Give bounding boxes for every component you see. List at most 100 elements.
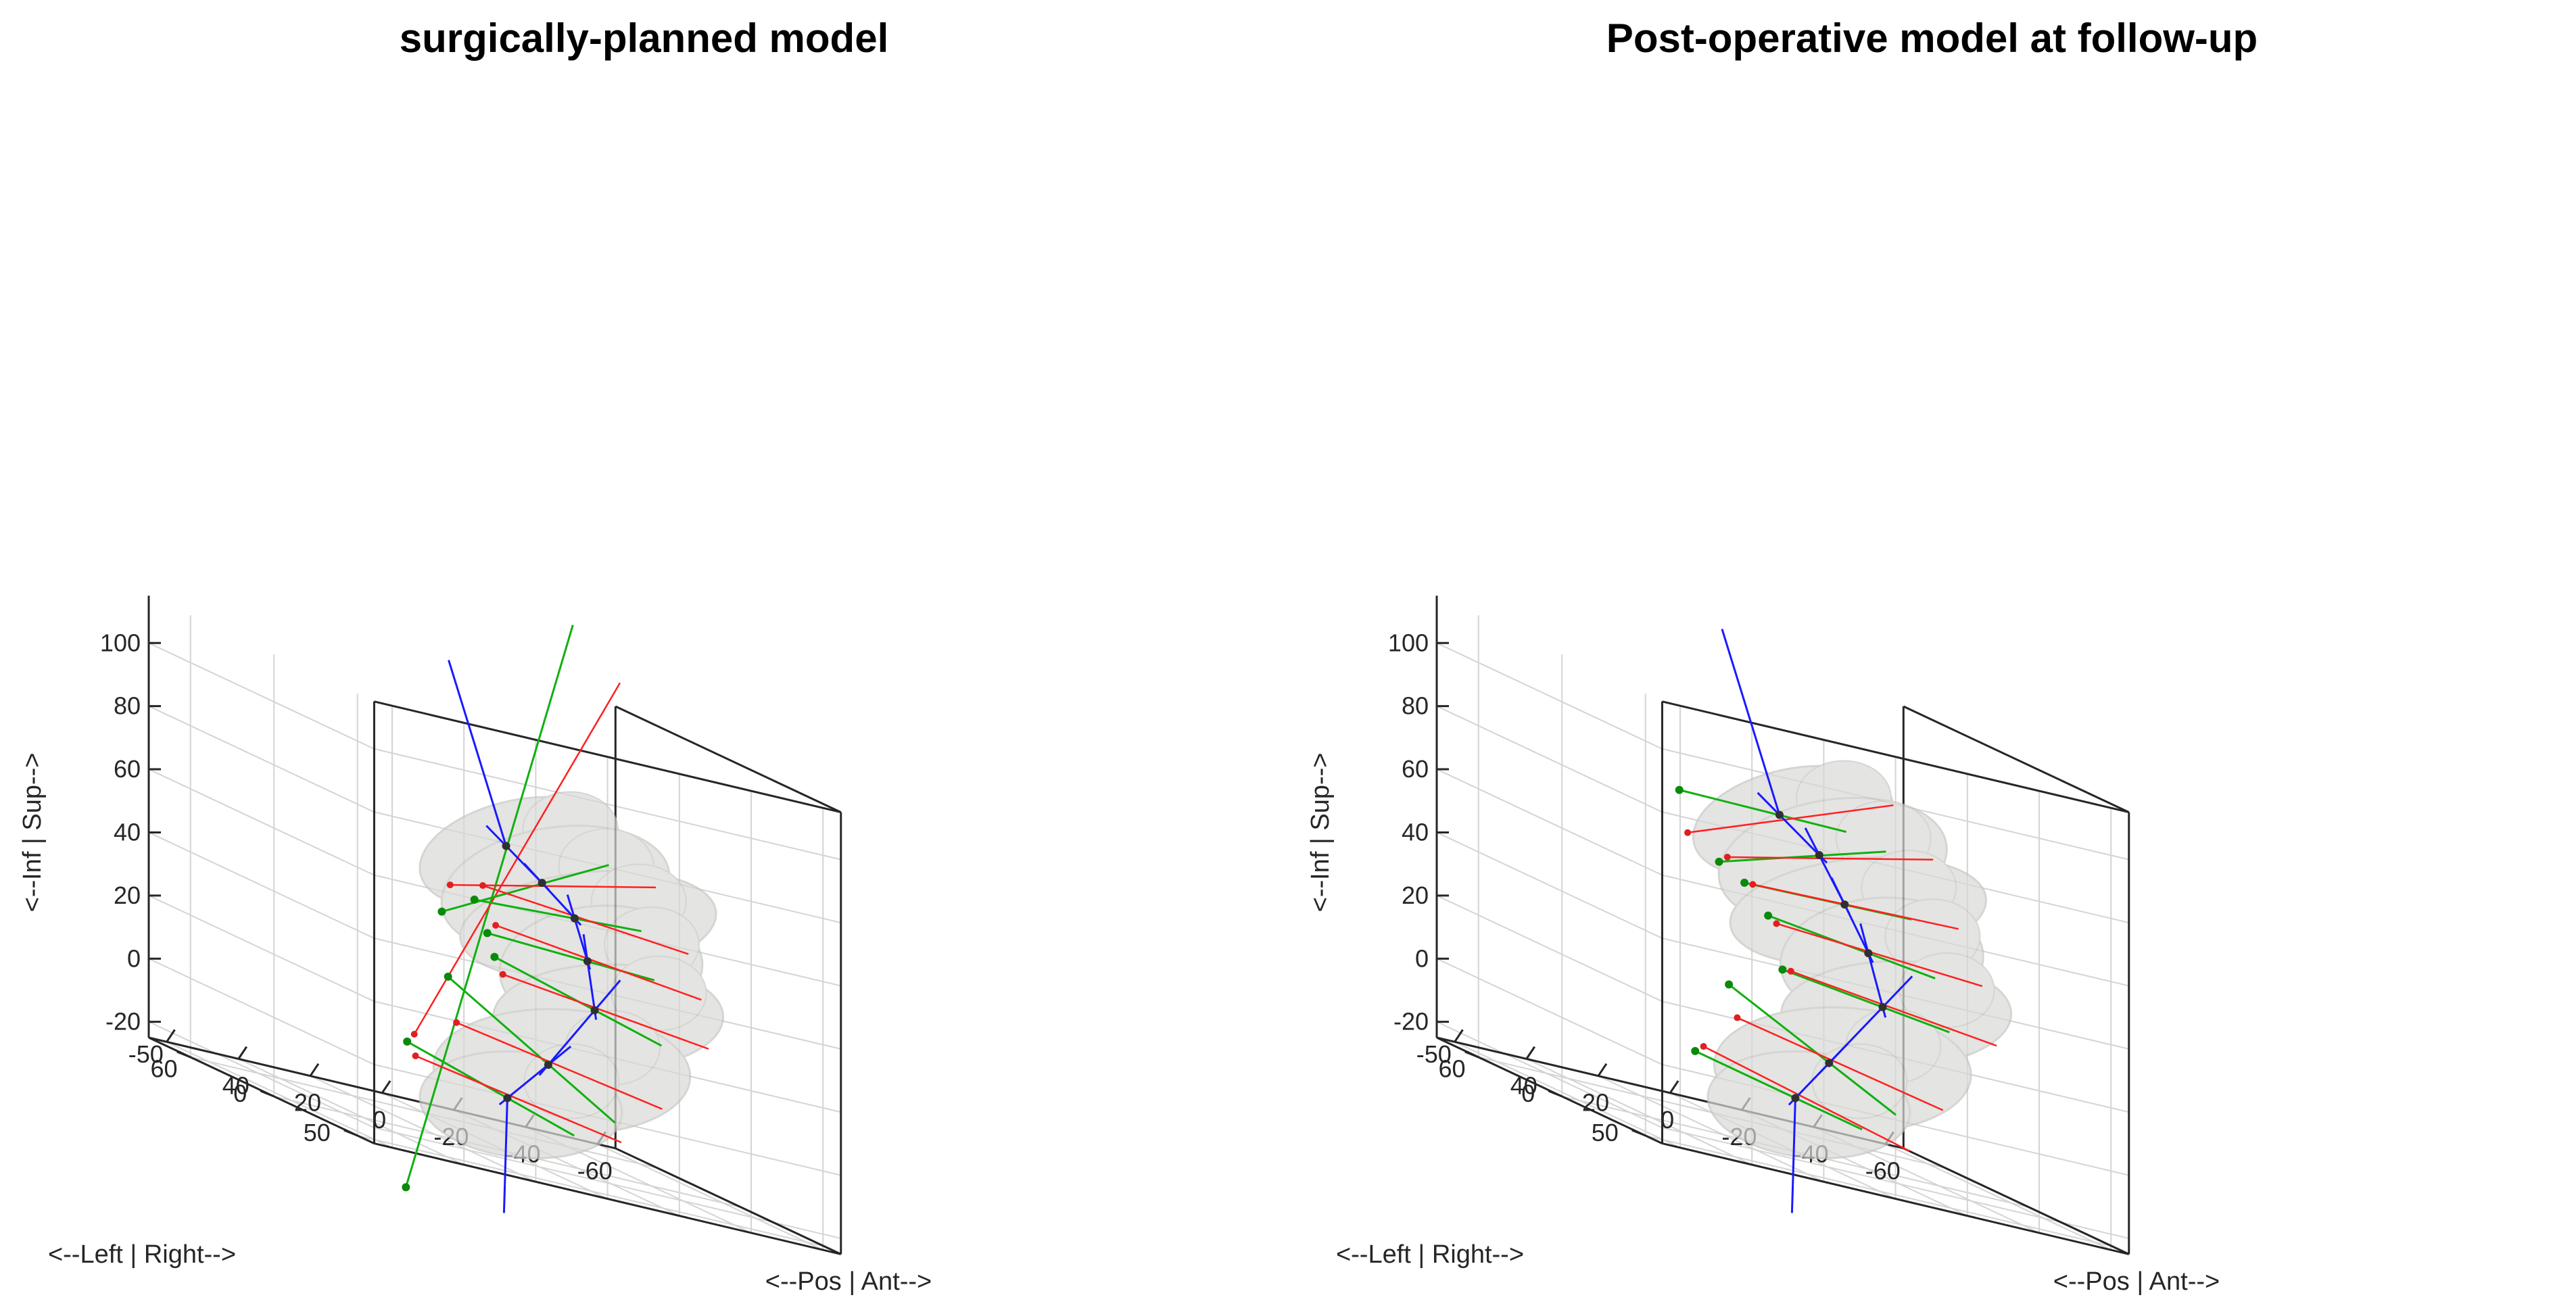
vertebra-centroid (1878, 1002, 1887, 1011)
panel-planned: surgically-planned model 100 80 60 40 20 0 -20… (18, 16, 932, 1296)
vertebra-centroid (1791, 1094, 1800, 1102)
blue-axis-line (1859, 923, 1887, 1018)
anatomical-axes (402, 625, 709, 1213)
x-tick-label: 0 (373, 1106, 386, 1134)
red-axis-marker (479, 882, 486, 890)
red-axis-line (482, 884, 689, 955)
red-axis-line (495, 924, 702, 1001)
red-axis-marker (1684, 829, 1692, 836)
red-axis-line (1790, 970, 1997, 1047)
vertebra-centroid (1840, 900, 1849, 909)
z-tick-label: 0 (127, 944, 141, 972)
panel-postop: Post-operative model at follow-up 100 80 6… (1288, 0, 2576, 1310)
z-tick-label: -20 (105, 1008, 141, 1036)
grid-line (148, 894, 375, 1002)
blue-axis-line (1788, 1043, 1848, 1106)
x-tick (237, 1046, 247, 1060)
green-axis-marker (1725, 980, 1734, 989)
x-tick-label: 40 (222, 1072, 249, 1100)
grid-line (1885, 1143, 2112, 1251)
red-axis-line (502, 973, 709, 1050)
z-axis-label: <--Inf | Sup--> (18, 753, 47, 913)
x-tick-label: 20 (1582, 1089, 1609, 1117)
anatomical-axes (1675, 629, 1997, 1213)
green-axis-marker (1691, 1046, 1700, 1055)
y-tick (176, 1050, 191, 1059)
vertebra-centroid (590, 1006, 599, 1015)
axis-edge (615, 705, 842, 813)
z-tick-label: 80 (1402, 692, 1429, 720)
x-axis-label: <--Pos | Ant--> (2053, 1267, 2220, 1296)
grid-line (1436, 1021, 1663, 1129)
green-axis-marker (490, 952, 499, 961)
y-tick (1548, 1090, 1563, 1098)
z-axis-label: <--Inf | Sup--> (1306, 753, 1335, 913)
y-tick-label: 50 (1592, 1119, 1619, 1146)
axes: 100806040200-20500-506040200-20-40-60<--… (18, 596, 932, 1296)
red-axis-line (1687, 804, 1894, 834)
z-tick-label: 60 (114, 755, 141, 783)
red-axis-marker (1723, 853, 1731, 860)
vertebra-process (1811, 1043, 1908, 1119)
axis-edge (374, 1142, 842, 1255)
green-axis-marker (444, 972, 452, 981)
grid-line (148, 642, 375, 750)
z-tick-label: 100 (1388, 629, 1429, 656)
grid-line (148, 769, 375, 876)
red-axis-marker (410, 1030, 418, 1038)
x-tick-label: -60 (577, 1157, 613, 1185)
green-axis-line (1728, 984, 1897, 1116)
green-axis-marker (437, 907, 446, 916)
red-axis-marker (492, 921, 500, 929)
green-axis-line (474, 898, 642, 933)
x-tick (1525, 1046, 1535, 1060)
green-axis-marker (1764, 911, 1773, 920)
red-axis-line (1727, 856, 1934, 861)
z-tick-label: 80 (114, 692, 141, 720)
red-axis-line (1702, 1045, 1910, 1152)
green-axis-line (1694, 1050, 1863, 1131)
axes: 100806040200-20500-506040200-20-40-60<--… (1306, 596, 2220, 1296)
chart-title: surgically-planned model (399, 16, 889, 61)
vertebra-centroid (544, 1061, 552, 1069)
grid-line (1436, 769, 1663, 876)
blue-axis-line (1757, 792, 1828, 864)
vertebra-centroid (502, 842, 510, 850)
x-tick (1454, 1029, 1464, 1043)
red-axis-line (415, 1054, 622, 1144)
axis-edge (1662, 700, 2130, 814)
grid-line (1598, 1075, 1824, 1183)
grid-line (1436, 958, 1663, 1065)
vertebral-bodies (1692, 760, 2013, 1160)
y-tick-label: -50 (1416, 1040, 1452, 1068)
vertebra-centroid (503, 1094, 512, 1102)
blue-axis-line (1721, 629, 1781, 815)
axis-edge (1903, 705, 2130, 813)
grid-line (1436, 705, 1663, 813)
green-axis-marker (1778, 965, 1787, 974)
x-tick-label: 60 (151, 1054, 178, 1082)
grid-line (148, 705, 375, 813)
axis-edge (1903, 1147, 2130, 1255)
y-tick-label: 50 (304, 1119, 331, 1146)
vertebra-centroid (1825, 1059, 1834, 1067)
axis-edge (374, 700, 842, 814)
red-axis-marker (1773, 920, 1780, 927)
green-axis-marker (402, 1183, 410, 1192)
y-tick (343, 1129, 358, 1137)
red-axis-marker (1749, 881, 1757, 888)
x-tick-label: 20 (294, 1089, 321, 1117)
green-axis-line (1719, 850, 1886, 863)
green-axis-marker (1715, 857, 1723, 866)
vertebra-centroid (1775, 810, 1784, 819)
z-tick-label: 20 (1402, 881, 1429, 909)
y-tick (1464, 1050, 1479, 1059)
red-axis-marker (1700, 1043, 1707, 1050)
z-tick-label: 20 (114, 881, 141, 909)
y-tick (1631, 1129, 1646, 1137)
red-axis-line (456, 1021, 663, 1110)
green-axis-line (1679, 789, 1847, 833)
grid-line (166, 1041, 393, 1148)
grid-line (148, 958, 375, 1065)
red-axis-marker (499, 971, 506, 978)
